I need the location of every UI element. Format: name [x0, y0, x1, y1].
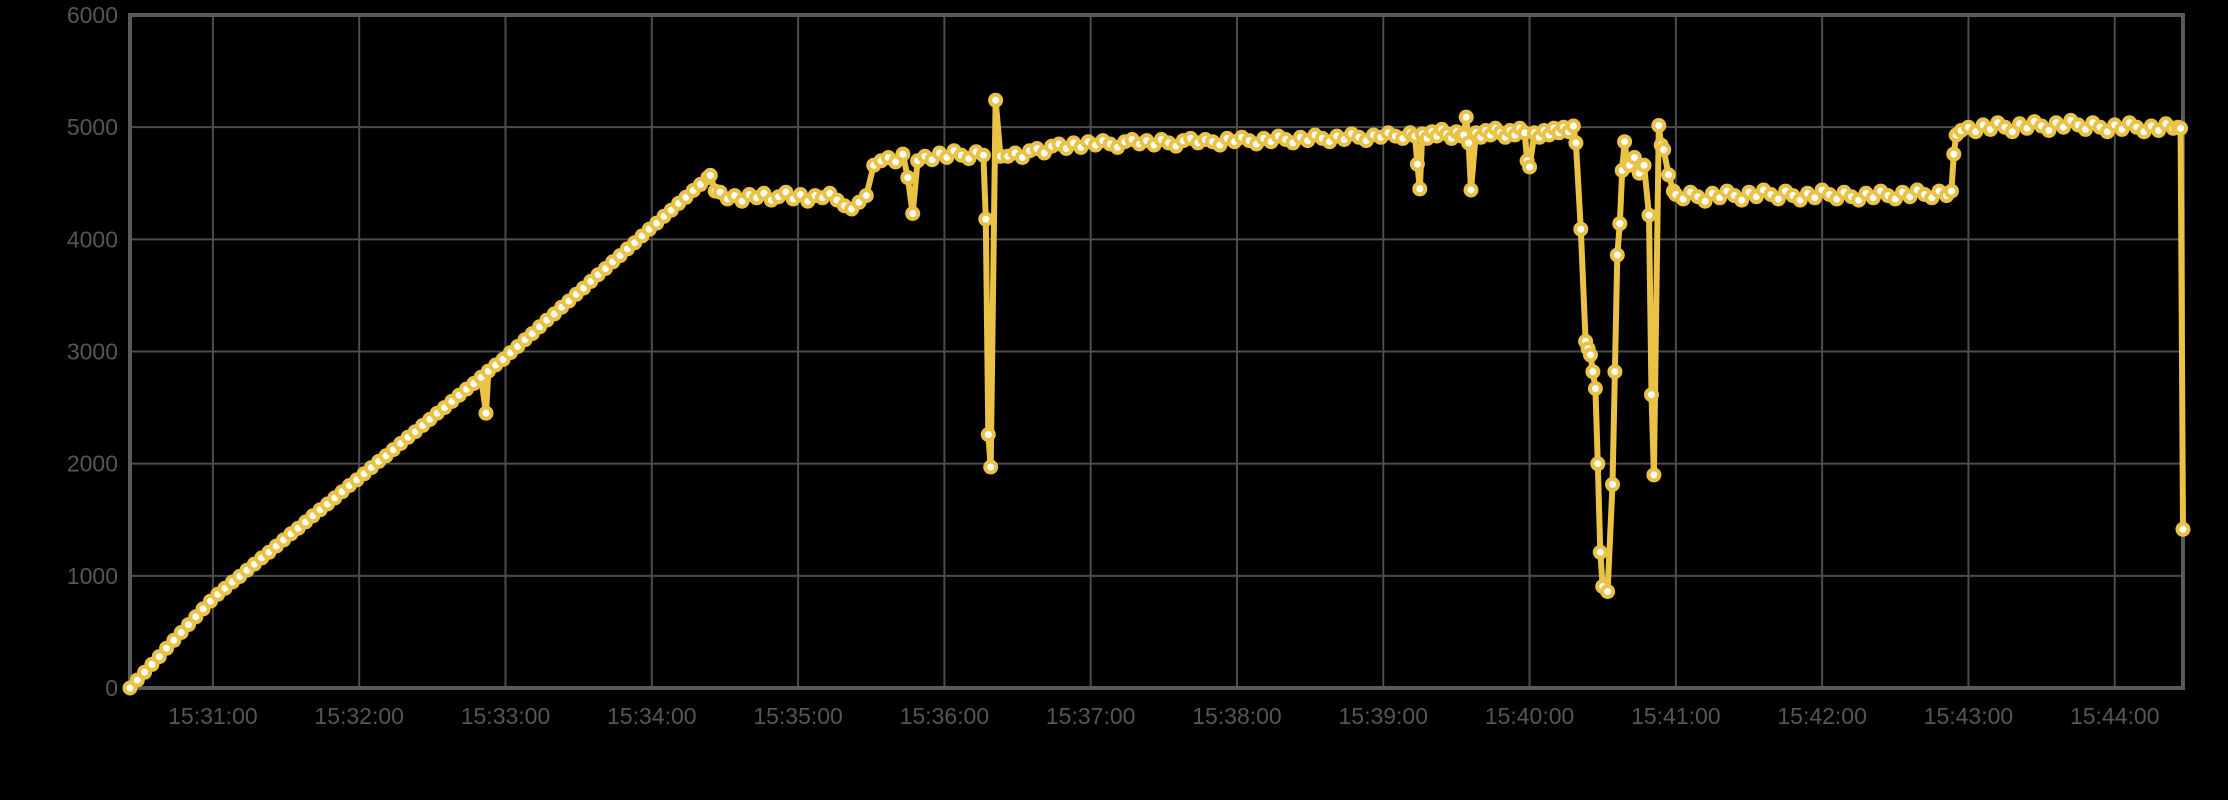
data-point-marker[interactable] — [2173, 120, 2189, 136]
data-point-marker[interactable] — [1590, 456, 1606, 472]
x-tick-label: 15:32:00 — [314, 703, 404, 729]
data-point-marker[interactable] — [905, 206, 921, 221]
data-point-marker[interactable] — [1568, 135, 1584, 151]
data-point-marker[interactable] — [1609, 247, 1625, 263]
x-tick-label: 15:37:00 — [1046, 703, 1136, 729]
data-point-marker[interactable] — [478, 405, 494, 421]
data-point-marker[interactable] — [1946, 146, 1962, 162]
data-point-marker[interactable] — [1656, 142, 1672, 158]
data-point-marker[interactable] — [1641, 207, 1657, 223]
x-tick-label: 15:43:00 — [1924, 703, 2014, 729]
data-point-marker[interactable] — [1463, 182, 1479, 198]
data-point-marker[interactable] — [1409, 156, 1425, 172]
data-point-marker[interactable] — [1636, 157, 1652, 173]
y-tick-label: 5000 — [67, 114, 118, 140]
data-point-marker[interactable] — [702, 167, 718, 183]
data-point-marker[interactable] — [1458, 109, 1474, 125]
data-point-marker[interactable] — [1617, 134, 1633, 150]
data-point-marker[interactable] — [858, 188, 874, 204]
x-tick-label: 15:34:00 — [607, 703, 697, 729]
data-point-marker[interactable] — [1607, 364, 1623, 380]
x-tick-label: 15:44:00 — [2070, 703, 2160, 729]
x-tick-label: 15:35:00 — [753, 703, 843, 729]
data-point-marker[interactable] — [983, 459, 999, 475]
y-tick-label: 0 — [105, 675, 118, 701]
x-tick-label: 15:33:00 — [461, 703, 551, 729]
data-point-marker[interactable] — [1573, 221, 1589, 237]
x-tick-label: 15:31:00 — [168, 703, 258, 729]
data-point-marker[interactable] — [1943, 183, 1959, 199]
x-tick-label: 15:38:00 — [1192, 703, 1282, 729]
x-tick-label: 15:42:00 — [1777, 703, 1867, 729]
data-point-marker[interactable] — [1661, 167, 1676, 183]
data-point-marker[interactable] — [895, 146, 911, 162]
data-point-marker[interactable] — [988, 92, 1004, 108]
x-tick-label: 15:36:00 — [900, 703, 990, 729]
data-point-marker[interactable] — [2175, 521, 2191, 537]
y-tick-label: 2000 — [67, 451, 118, 477]
data-point-marker[interactable] — [1585, 364, 1601, 380]
data-point-marker[interactable] — [1522, 159, 1538, 175]
data-point-marker[interactable] — [1612, 216, 1628, 232]
y-tick-label: 4000 — [67, 226, 118, 252]
data-point-marker[interactable] — [900, 170, 916, 186]
x-tick-label: 15:39:00 — [1338, 703, 1428, 729]
data-point-marker[interactable] — [980, 427, 996, 442]
data-point-marker[interactable] — [1412, 181, 1428, 197]
data-point-marker[interactable] — [1646, 467, 1662, 483]
data-point-marker[interactable] — [978, 211, 994, 227]
x-tick-label: 15:40:00 — [1485, 703, 1575, 729]
data-point-marker[interactable] — [1644, 387, 1659, 403]
data-point-marker[interactable] — [975, 147, 991, 163]
data-point-marker[interactable] — [1626, 150, 1642, 165]
x-tick-label: 15:41:00 — [1631, 703, 1721, 729]
data-point-marker[interactable] — [1600, 584, 1616, 599]
data-point-marker[interactable] — [1592, 544, 1608, 560]
data-point-marker[interactable] — [1565, 118, 1581, 134]
y-tick-label: 6000 — [67, 2, 118, 28]
data-point-marker[interactable] — [1651, 118, 1667, 133]
y-tick-label: 3000 — [67, 339, 118, 365]
y-tick-label: 1000 — [67, 563, 118, 589]
data-point-marker[interactable] — [1461, 135, 1477, 151]
data-point-marker[interactable] — [1583, 347, 1598, 363]
data-point-marker[interactable] — [1605, 476, 1620, 492]
data-point-marker[interactable] — [1587, 381, 1603, 396]
